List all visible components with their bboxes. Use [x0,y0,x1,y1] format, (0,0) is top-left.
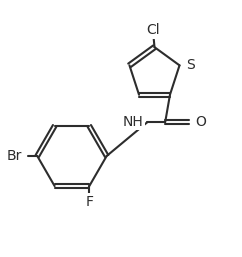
Text: S: S [186,58,195,72]
Text: NH: NH [123,115,144,129]
Text: O: O [195,115,206,129]
Text: F: F [85,195,93,209]
Text: Cl: Cl [146,23,160,38]
Text: Br: Br [6,149,22,163]
